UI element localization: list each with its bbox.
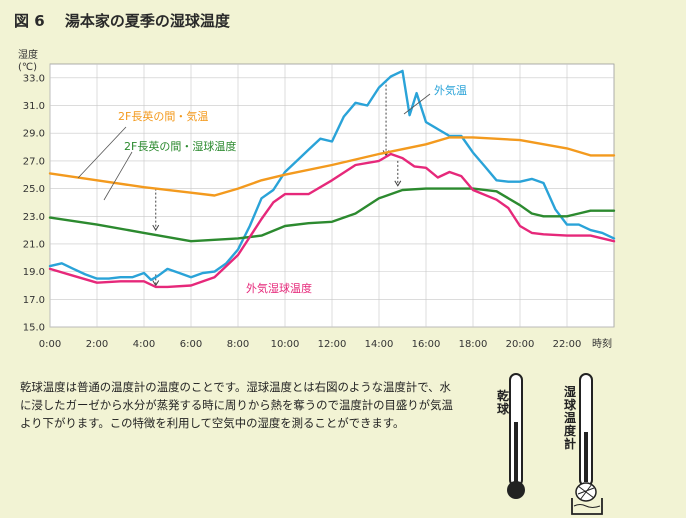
x-tick-label: 8:00 [227, 339, 249, 350]
y-axis-unit: (℃) [18, 62, 37, 73]
leader-line-2f-air [77, 126, 127, 179]
x-tick-label: 18:00 [459, 339, 488, 350]
series-label-2f-air: 2F長英の間・気温 [118, 109, 208, 123]
x-tick-label: 0:00 [39, 339, 61, 350]
figure-caption: 乾球温度は普通の温度計の温度のことです。湿球温度とは右図のような温度計で、水に浸… [20, 380, 453, 430]
series-line-2 [48, 187, 616, 243]
series-lines [48, 69, 616, 289]
y-axis-title: 湿度 [18, 48, 38, 61]
wet-bulb-line-chart: 15.0 17.0 19.0 21.0 23.0 25.0 27.0 29.0 31.0 33.0… [18, 48, 616, 350]
y-tick-label: 31.0 [23, 101, 45, 112]
series-label-outdoor-air: 外気温 [434, 83, 467, 97]
x-tick-label: 2:00 [86, 339, 108, 350]
x-tick-label: 20:00 [506, 339, 535, 350]
leader-line-outdoor-air [403, 93, 431, 115]
y-tick-label: 17.0 [23, 295, 45, 306]
difference-marker-arrowhead [394, 180, 402, 187]
series-labels: 外気温 2F長英の間・気温 2F長英の間・湿球温度 外気湿球温度 [77, 83, 467, 295]
y-tick-label: 25.0 [23, 184, 45, 195]
y-tick-label: 33.0 [23, 73, 45, 84]
wet-bulb-thermometer-icon [571, 373, 603, 515]
series-line-0 [48, 69, 616, 282]
y-tick-label: 15.0 [23, 323, 45, 334]
y-tick-label: 29.0 [23, 129, 45, 140]
y-tick-label: 27.0 [23, 156, 45, 167]
chart-grid: 15.0 17.0 19.0 21.0 23.0 25.0 27.0 29.0 31.0 33.0… [23, 63, 615, 350]
dry-bulb-label: 乾球 [496, 389, 509, 416]
figure-title: 図 6 湯本家の夏季の湿球温度 [14, 12, 230, 30]
leader-line-2f-wetbulb [103, 151, 133, 201]
y-tick-label: 23.0 [23, 212, 45, 223]
x-tick-label: 10:00 [271, 339, 300, 350]
thermometer-illustration [507, 373, 603, 515]
series-label-2f-wetbulb: 2F長英の間・湿球温度 [124, 139, 236, 153]
y-tick-label: 21.0 [23, 239, 45, 250]
series-line-3 [48, 152, 616, 289]
dry-bulb-thermometer-icon [507, 373, 525, 499]
y-tick-label: 19.0 [23, 267, 45, 278]
x-tick-label: 12:00 [318, 339, 347, 350]
axis-labels: 湿度 (℃) 時刻 [18, 48, 612, 350]
difference-marker-arrowhead [152, 224, 160, 232]
x-tick-label: 14:00 [365, 339, 394, 350]
wet-bulb-label: 湿球温度計 [563, 385, 576, 451]
x-tick-label: 16:00 [412, 339, 441, 350]
series-line-1 [48, 136, 616, 197]
series-label-outdoor-wetbulb: 外気湿球温度 [246, 281, 312, 295]
x-axis-title: 時刻 [592, 337, 612, 350]
x-tick-label: 22:00 [553, 339, 582, 350]
difference-marker-arrowhead [152, 280, 160, 287]
x-tick-label: 4:00 [133, 339, 155, 350]
x-tick-label: 6:00 [180, 339, 202, 350]
